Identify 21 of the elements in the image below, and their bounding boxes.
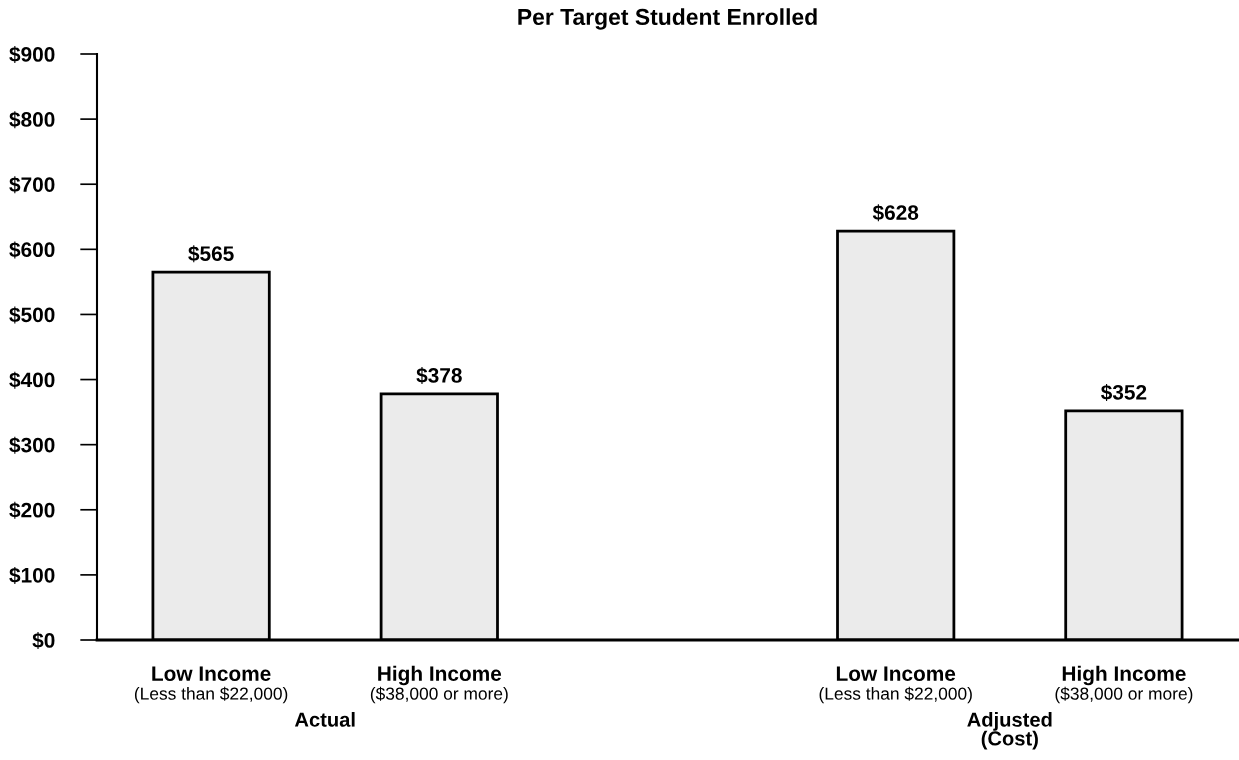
category-label: High Income ($38,000 or more) [370, 665, 508, 704]
y-tick-label: $300 [9, 436, 55, 454]
data-label: $628 [872, 204, 919, 222]
y-tick-label: $900 [9, 46, 55, 64]
category-label: Low Income (Less than $22,000) [819, 666, 972, 704]
data-label: $378 [416, 367, 462, 385]
y-tick-label: $200 [9, 501, 55, 519]
y-tick-label: $100 [9, 566, 55, 584]
y-tick-label: $700 [9, 176, 55, 194]
text: Actual [294, 712, 355, 727]
y-tick-label: $600 [9, 241, 55, 259]
y-tick-label: $800 [9, 111, 55, 129]
text: Adjusted (Cost) [967, 712, 1052, 750]
chart-title: Per Target Student Enrolled [518, 8, 817, 30]
data-label: $565 [188, 245, 234, 263]
y-tick-label: $400 [9, 371, 55, 389]
y-tick-label: $0 [32, 632, 55, 650]
category-label: High Income ($38,000 or more) [1055, 665, 1193, 704]
category-label: Low Income (Less than $22,000) [134, 666, 288, 704]
data-label: $352 [1101, 384, 1147, 402]
y-tick-label: $500 [9, 306, 55, 324]
